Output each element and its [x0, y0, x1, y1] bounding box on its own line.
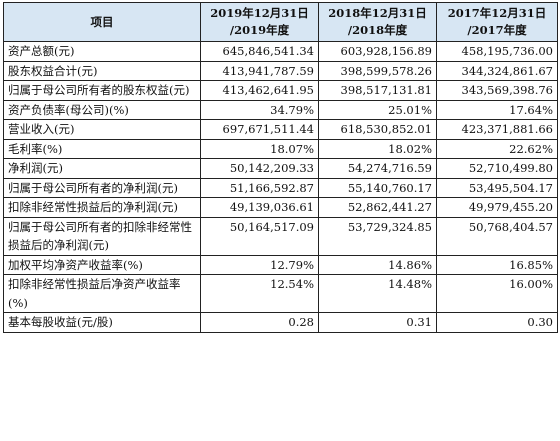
- cell-2017: 344,324,861.67: [436, 60, 558, 81]
- cell-2017: 16.00%: [436, 274, 558, 313]
- cell-2019: 51,166,592.87: [200, 177, 319, 198]
- cell-2017: 49,979,455.20: [436, 197, 558, 218]
- table-row: 归属于母公司所有者的净利润(元) 51,166,592.87 55,140,76…: [3, 177, 558, 198]
- table-row: 扣除非经常性损益后净资产收益率(%) 12.54% 14.48% 16.00%: [3, 274, 558, 313]
- row-label: 归属于母公司所有者的净利润(元): [3, 177, 201, 198]
- table-row: 资产总额(元) 645,846,541.34 603,928,156.89 45…: [3, 41, 558, 62]
- cell-2019: 49,139,036.61: [200, 197, 319, 218]
- table-row: 加权平均净资产收益率(%) 12.79% 14.86% 16.85%: [3, 254, 558, 275]
- financial-summary-table: 项目 2019年12月31日 /2019年度 2018年12月31日 /2018…: [3, 2, 558, 333]
- cell-2017: 53,495,504.17: [436, 177, 558, 198]
- cell-2017: 17.64%: [436, 99, 558, 120]
- header-2017: 2017年12月31日 /2017年度: [436, 2, 558, 42]
- table-row: 归属于母公司所有者的扣除非经常性损益后的净利润(元) 50,164,517.09…: [3, 216, 558, 256]
- cell-2019: 50,164,517.09: [200, 216, 319, 256]
- cell-2018: 0.31: [318, 312, 437, 333]
- cell-2019: 50,142,209.33: [200, 158, 319, 179]
- header-2018: 2018年12月31日 /2018年度: [318, 2, 437, 42]
- cell-2019: 645,846,541.34: [200, 41, 319, 62]
- table-row: 营业收入(元) 697,671,511.44 618,530,852.01 42…: [3, 119, 558, 140]
- table-row: 毛利率(%) 18.07% 18.02% 22.62%: [3, 138, 558, 159]
- cell-2019: 18.07%: [200, 138, 319, 159]
- cell-2017: 50,768,404.57: [436, 216, 558, 256]
- cell-2019: 413,462,641.95: [200, 80, 319, 101]
- row-label: 资产总额(元): [3, 41, 201, 62]
- row-label: 归属于母公司所有者的扣除非经常性损益后的净利润(元): [3, 216, 201, 256]
- table-row: 归属于母公司所有者的股东权益(元) 413,462,641.95 398,517…: [3, 80, 558, 101]
- cell-2018: 14.86%: [318, 254, 437, 275]
- cell-2017: 458,195,736.00: [436, 41, 558, 62]
- cell-2018: 603,928,156.89: [318, 41, 437, 62]
- cell-2018: 53,729,324.85: [318, 216, 437, 256]
- row-label: 毛利率(%): [3, 138, 201, 159]
- table-row: 净利润(元) 50,142,209.33 54,274,716.59 52,71…: [3, 158, 558, 179]
- row-label: 营业收入(元): [3, 119, 201, 140]
- row-label: 扣除非经常性损益后净资产收益率(%): [3, 274, 201, 313]
- table-row: 股东权益合计(元) 413,941,787.59 398,599,578.26 …: [3, 60, 558, 81]
- row-label: 归属于母公司所有者的股东权益(元): [3, 80, 201, 101]
- cell-2019: 0.28: [200, 312, 319, 333]
- row-label: 扣除非经常性损益后的净利润(元): [3, 197, 201, 218]
- cell-2018: 52,862,441.27: [318, 197, 437, 218]
- cell-2018: 618,530,852.01: [318, 119, 437, 140]
- row-label: 股东权益合计(元): [3, 60, 201, 81]
- cell-2017: 22.62%: [436, 138, 558, 159]
- cell-2018: 54,274,716.59: [318, 158, 437, 179]
- cell-2019: 12.79%: [200, 254, 319, 275]
- cell-2018: 55,140,760.17: [318, 177, 437, 198]
- cell-2018: 14.48%: [318, 274, 437, 313]
- row-label: 资产负债率(母公司)(%): [3, 99, 201, 120]
- header-row: 项目 2019年12月31日 /2019年度 2018年12月31日 /2018…: [3, 2, 558, 42]
- header-item: 项目: [3, 2, 201, 42]
- cell-2018: 398,599,578.26: [318, 60, 437, 81]
- cell-2017: 423,371,881.66: [436, 119, 558, 140]
- row-label: 加权平均净资产收益率(%): [3, 254, 201, 275]
- cell-2019: 413,941,787.59: [200, 60, 319, 81]
- table-row: 基本每股收益(元/股) 0.28 0.31 0.30: [3, 312, 558, 333]
- cell-2019: 697,671,511.44: [200, 119, 319, 140]
- header-2019: 2019年12月31日 /2019年度: [200, 2, 319, 42]
- table-row: 资产负债率(母公司)(%) 34.79% 25.01% 17.64%: [3, 99, 558, 120]
- cell-2017: 0.30: [436, 312, 558, 333]
- cell-2019: 34.79%: [200, 99, 319, 120]
- row-label: 净利润(元): [3, 158, 201, 179]
- cell-2018: 18.02%: [318, 138, 437, 159]
- row-label: 基本每股收益(元/股): [3, 312, 201, 333]
- table-row: 扣除非经常性损益后的净利润(元) 49,139,036.61 52,862,44…: [3, 197, 558, 218]
- cell-2018: 398,517,131.81: [318, 80, 437, 101]
- cell-2017: 52,710,499.80: [436, 158, 558, 179]
- cell-2018: 25.01%: [318, 99, 437, 120]
- cell-2017: 343,569,398.76: [436, 80, 558, 101]
- cell-2019: 12.54%: [200, 274, 319, 313]
- cell-2017: 16.85%: [436, 254, 558, 275]
